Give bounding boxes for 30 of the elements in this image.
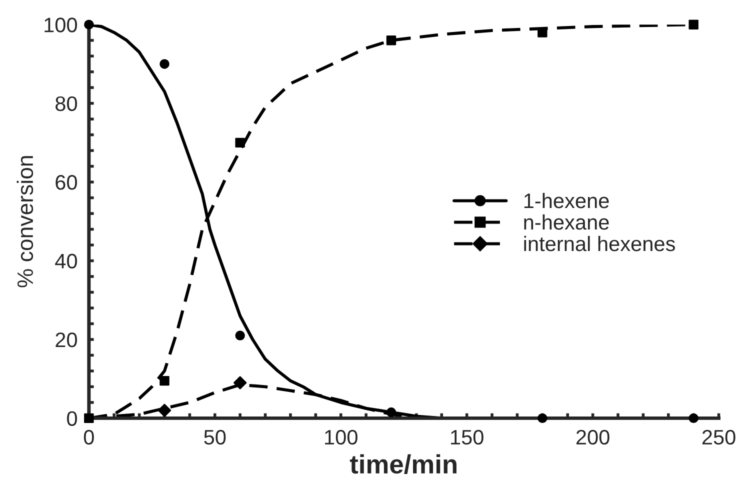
- x-axis-title: time/min: [350, 454, 456, 474]
- y-tick-label: 0: [67, 411, 77, 426]
- point: [160, 376, 170, 386]
- y-tick-label: 60: [56, 175, 77, 190]
- point: [233, 376, 247, 390]
- point: [688, 413, 698, 424]
- point: [386, 35, 396, 46]
- legend-label: internal hexenes: [524, 236, 675, 252]
- x-tick-label: 250: [702, 430, 736, 445]
- x-tick-label: 50: [204, 430, 226, 445]
- point: [160, 59, 170, 69]
- point: [688, 20, 698, 30]
- y-tick-label: 40: [55, 254, 77, 269]
- y-tick-label: 80: [56, 96, 77, 112]
- point: [235, 138, 245, 148]
- x-tick-label: 100: [325, 430, 358, 445]
- y-axis-title: % conversion: [16, 156, 34, 288]
- x-tick-label: 150: [451, 430, 484, 445]
- x-tick-label: 200: [576, 430, 610, 445]
- point: [235, 330, 245, 340]
- y-tick-label: 20: [56, 332, 77, 348]
- x-tick-label: 0: [84, 430, 94, 445]
- y-tick-label: 100: [44, 18, 77, 32]
- legend-label: 1-hexene: [524, 192, 609, 208]
- point: [84, 20, 94, 30]
- legend-label: n-hexane: [524, 214, 609, 230]
- point: [84, 413, 94, 424]
- point: [386, 407, 396, 418]
- point: [538, 413, 548, 424]
- point: [158, 404, 172, 417]
